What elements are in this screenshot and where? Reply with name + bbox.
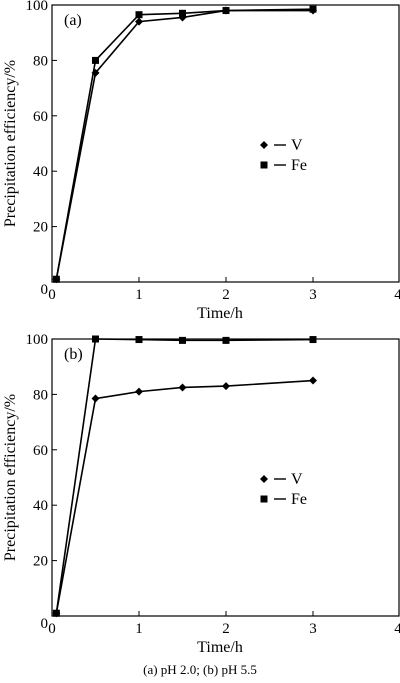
legend-marker-v xyxy=(260,475,268,483)
data-point-v xyxy=(309,376,317,385)
legend-label-fe: Fe xyxy=(291,157,307,174)
y-tick-label: 20 xyxy=(33,554,48,570)
series-line-fe xyxy=(55,8,314,280)
data-point-fe xyxy=(92,56,99,64)
x-tick-label: 0 xyxy=(48,287,56,303)
data-point-v xyxy=(91,394,100,403)
y-tick-label: 40 xyxy=(33,498,48,514)
legend-marker-v xyxy=(260,141,268,149)
y-tick-label: 60 xyxy=(33,109,48,125)
plot-frame xyxy=(51,338,400,617)
y-tick-label: 20 xyxy=(33,220,48,236)
x-tick-label: 1 xyxy=(135,287,143,303)
x-axis-title: Time/h xyxy=(197,639,243,656)
data-point-fe xyxy=(179,9,186,17)
x-tick-label: 1 xyxy=(135,621,143,637)
data-point-v xyxy=(178,383,187,392)
x-tick-label: 3 xyxy=(309,621,317,637)
x-tick-label: 3 xyxy=(309,287,317,303)
x-tick-label: 0 xyxy=(48,621,56,637)
y-axis-title: Precipitation efficiency/% xyxy=(2,394,19,561)
panel-b: 0 1 2 3 4 20 40 60 80 100 0 Time/h Precipitation eff… xyxy=(2,332,400,656)
legend-label-fe: Fe xyxy=(291,491,307,508)
y-tick-label: 80 xyxy=(33,53,48,69)
legend-label-v: V xyxy=(291,471,303,488)
y-tick-label: 40 xyxy=(33,164,48,180)
x-tick-label: 2 xyxy=(222,621,230,637)
origin-tick-label: 0 xyxy=(41,282,49,298)
figure-caption: (a) pH 2.0; (b) pH 5.5 xyxy=(143,662,257,677)
x-axis-title: Time/h xyxy=(197,305,243,322)
y-axis-title: Precipitation efficiency/% xyxy=(2,60,19,227)
data-point-v xyxy=(222,382,230,391)
y-tick-label: 100 xyxy=(26,332,49,348)
series-line-v xyxy=(55,379,314,614)
panel-a: 0 1 2 3 4 20 40 60 80 100 0 Time/h Precipitation eff… xyxy=(2,0,400,322)
data-point-fe xyxy=(222,7,230,15)
x-tick-label: 2 xyxy=(222,287,230,303)
data-point-fe xyxy=(179,336,186,344)
legend-marker-fe xyxy=(260,161,268,169)
panel-label: (a) xyxy=(64,12,82,29)
plot-frame xyxy=(51,4,400,283)
data-point-fe xyxy=(222,336,230,344)
series-line-fe xyxy=(55,338,314,614)
origin-tick-label: 0 xyxy=(41,616,49,632)
y-tick-label: 100 xyxy=(26,0,49,14)
panel-label: (b) xyxy=(64,346,83,363)
data-point-fe xyxy=(92,335,99,343)
x-tick-label: 4 xyxy=(394,621,400,637)
y-tick-label: 60 xyxy=(33,443,48,459)
y-tick-label: 80 xyxy=(33,387,48,403)
data-point-fe xyxy=(52,609,60,617)
x-tick-label: 4 xyxy=(394,287,400,303)
data-point-v xyxy=(135,17,143,26)
data-point-fe xyxy=(309,336,317,344)
data-point-fe xyxy=(135,11,143,19)
data-point-fe xyxy=(52,275,60,283)
data-point-fe xyxy=(135,336,143,344)
legend-label-v: V xyxy=(291,137,303,154)
legend-marker-fe xyxy=(260,495,268,503)
data-point-v xyxy=(135,387,143,396)
data-point-fe xyxy=(309,5,317,13)
